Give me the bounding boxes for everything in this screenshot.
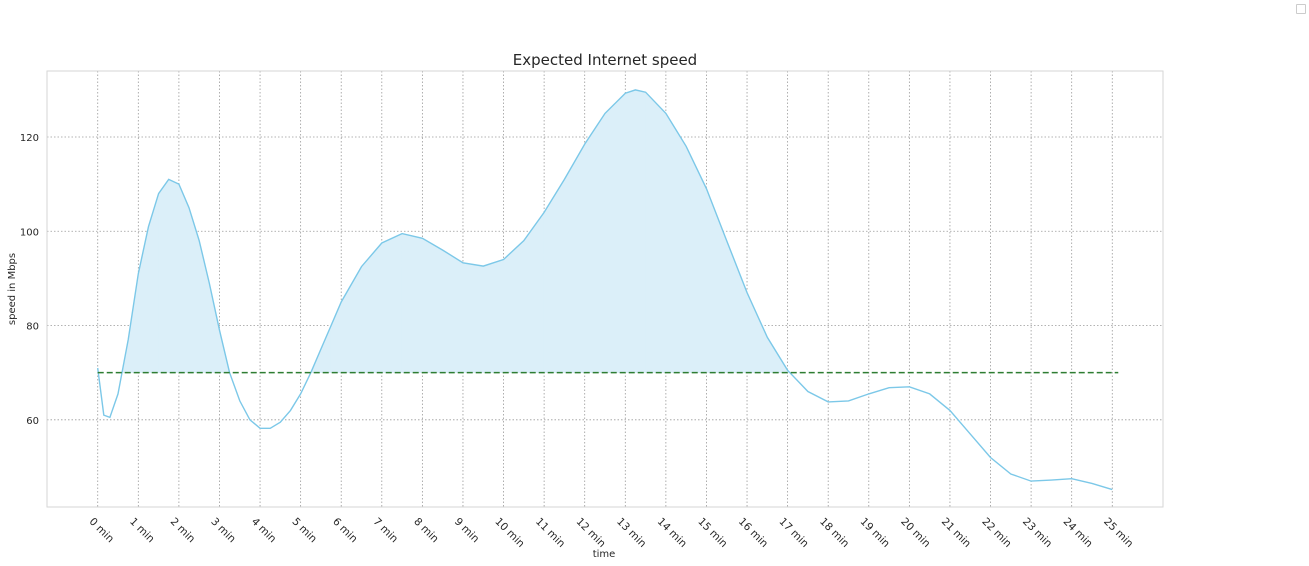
- x-tick-label: 4 min: [249, 516, 279, 546]
- y-tick-label: 100: [20, 227, 39, 238]
- x-tick-label: 3 min: [208, 516, 238, 546]
- x-tick-label: 18 min: [817, 516, 851, 550]
- x-tick-label: 7 min: [371, 516, 401, 546]
- x-tick-label: 6 min: [330, 516, 360, 546]
- x-tick-label: 15 min: [695, 516, 729, 550]
- x-tick-label: 11 min: [533, 516, 567, 550]
- y-axis-label: speed in Mbps: [7, 253, 18, 325]
- x-tick-label: 14 min: [655, 516, 689, 550]
- y-tick-labels: 60 80 100 120: [20, 133, 39, 427]
- x-tick-label: 2 min: [168, 516, 198, 546]
- x-tick-label: 1 min: [127, 516, 157, 546]
- y-tick-label: 80: [26, 322, 39, 333]
- x-tick-label: 20 min: [898, 516, 932, 550]
- x-tick-label: 25 min: [1101, 516, 1135, 550]
- x-axis-label: time: [593, 549, 616, 560]
- x-tick-label: 13 min: [614, 516, 648, 550]
- x-tick-label: 8 min: [411, 516, 441, 546]
- x-tick-label: 9 min: [452, 516, 482, 546]
- y-tick-label: 60: [26, 416, 39, 427]
- x-tick-label: 5 min: [290, 516, 320, 546]
- speed-series-line: [97, 89, 1113, 491]
- plot-frame: [46, 70, 1164, 508]
- x-tick-label: 17 min: [776, 516, 810, 550]
- chart-title: Expected Internet speed: [513, 51, 697, 69]
- x-tick-label: 0 min: [87, 516, 117, 546]
- x-tick-label: 19 min: [858, 516, 892, 550]
- x-tick-label: 21 min: [939, 516, 973, 550]
- x-tick-label: 10 min: [492, 516, 526, 550]
- x-tick-label: 22 min: [979, 516, 1013, 550]
- x-tick-label: 16 min: [736, 516, 770, 550]
- legend-box: [1296, 4, 1306, 14]
- x-tick-labels: 0 min 1 min 2 min 3 min 4 min 5 min 6 min 7 min…: [87, 516, 1136, 550]
- x-tick-label: 12 min: [574, 516, 608, 550]
- y-tick-label: 120: [20, 133, 39, 144]
- x-tick-label: 23 min: [1020, 516, 1054, 550]
- x-tick-label: 24 min: [1061, 516, 1095, 550]
